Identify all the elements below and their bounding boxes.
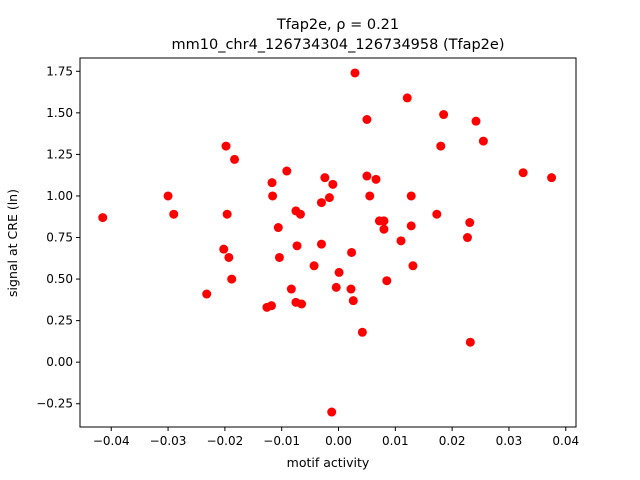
data-point: [202, 289, 212, 299]
y-tick-label: 0.50: [46, 272, 73, 286]
data-point: [295, 209, 305, 219]
data-point: [324, 193, 334, 203]
y-tick-label: 1.25: [46, 147, 73, 161]
data-point: [292, 241, 302, 251]
data-point: [436, 141, 446, 151]
y-tick-label: 1.00: [46, 189, 73, 203]
data-point: [347, 247, 357, 257]
x-tick-label: −0.02: [206, 434, 243, 448]
data-point: [379, 224, 389, 234]
data-point: [266, 301, 276, 311]
y-tick-label: 1.75: [46, 64, 73, 78]
x-tick-label: 0.00: [325, 434, 352, 448]
chart-title-line2: mm10_chr4_126734304_126734958 (Tfap2e): [172, 37, 505, 53]
data-point: [408, 261, 418, 271]
data-points: [98, 68, 557, 417]
y-axis: −0.25 0.00 0.25 0.50 0.75 1.00 1.25 1.50 1.75: [36, 64, 80, 411]
data-point: [219, 244, 229, 254]
chart-title-line1: Tfap2e, ρ = 0.21: [276, 17, 399, 33]
data-point: [439, 110, 449, 120]
y-axis-label: signal at CRE (ln): [5, 189, 20, 297]
data-point: [348, 296, 358, 306]
data-point: [297, 299, 307, 309]
data-point: [320, 173, 330, 183]
y-tick-label: 0.00: [46, 355, 73, 369]
y-tick-label: 0.75: [46, 231, 73, 245]
data-point: [362, 171, 372, 181]
data-point: [406, 191, 416, 201]
x-axis: −0.04 −0.03 −0.02 −0.01 0.00 0.01 0.02 0.03 0.04: [93, 427, 579, 448]
data-point: [169, 209, 179, 219]
data-point: [222, 209, 232, 219]
x-tick-label: −0.03: [150, 434, 187, 448]
x-tick-label: −0.01: [263, 434, 300, 448]
data-point: [227, 274, 237, 284]
plot-frame: [79, 57, 577, 428]
data-point: [462, 233, 472, 243]
data-point: [432, 209, 442, 219]
x-axis-label: motif activity: [287, 455, 370, 470]
data-point: [365, 191, 375, 201]
data-point: [286, 284, 296, 294]
data-point: [518, 168, 528, 178]
y-tick-label: 0.25: [46, 314, 73, 328]
x-tick-label: 0.01: [382, 434, 409, 448]
data-point: [309, 261, 319, 271]
y-tick-label: 1.50: [46, 106, 73, 120]
data-point: [221, 141, 231, 151]
data-point: [371, 174, 381, 184]
x-tick-label: −0.04: [93, 434, 130, 448]
data-point: [163, 191, 173, 201]
data-point: [478, 136, 488, 146]
data-point: [362, 115, 372, 124]
data-point: [350, 68, 360, 78]
data-point: [465, 218, 475, 228]
data-point: [406, 221, 416, 231]
data-point: [316, 239, 326, 249]
data-point: [273, 223, 283, 233]
data-point: [268, 191, 278, 201]
x-tick-label: 0.02: [439, 434, 466, 448]
data-point: [274, 252, 284, 262]
x-tick-label: 0.03: [496, 434, 523, 448]
data-point: [547, 173, 557, 183]
data-point: [316, 198, 326, 208]
data-point: [328, 179, 338, 189]
data-point: [396, 236, 406, 246]
data-point: [331, 282, 341, 292]
data-point: [402, 93, 412, 103]
data-point: [224, 252, 234, 262]
data-point: [282, 166, 292, 176]
data-point: [382, 276, 392, 286]
data-point: [379, 216, 389, 226]
data-point: [357, 327, 367, 337]
data-point: [230, 154, 240, 164]
y-tick-label: −0.25: [36, 397, 73, 411]
data-point: [98, 213, 108, 223]
data-point: [334, 267, 344, 277]
x-tick-label: 0.04: [552, 434, 579, 448]
data-point: [327, 407, 337, 417]
data-point: [346, 284, 356, 294]
data-point: [267, 178, 277, 188]
data-point: [471, 116, 481, 126]
data-point: [465, 337, 475, 347]
